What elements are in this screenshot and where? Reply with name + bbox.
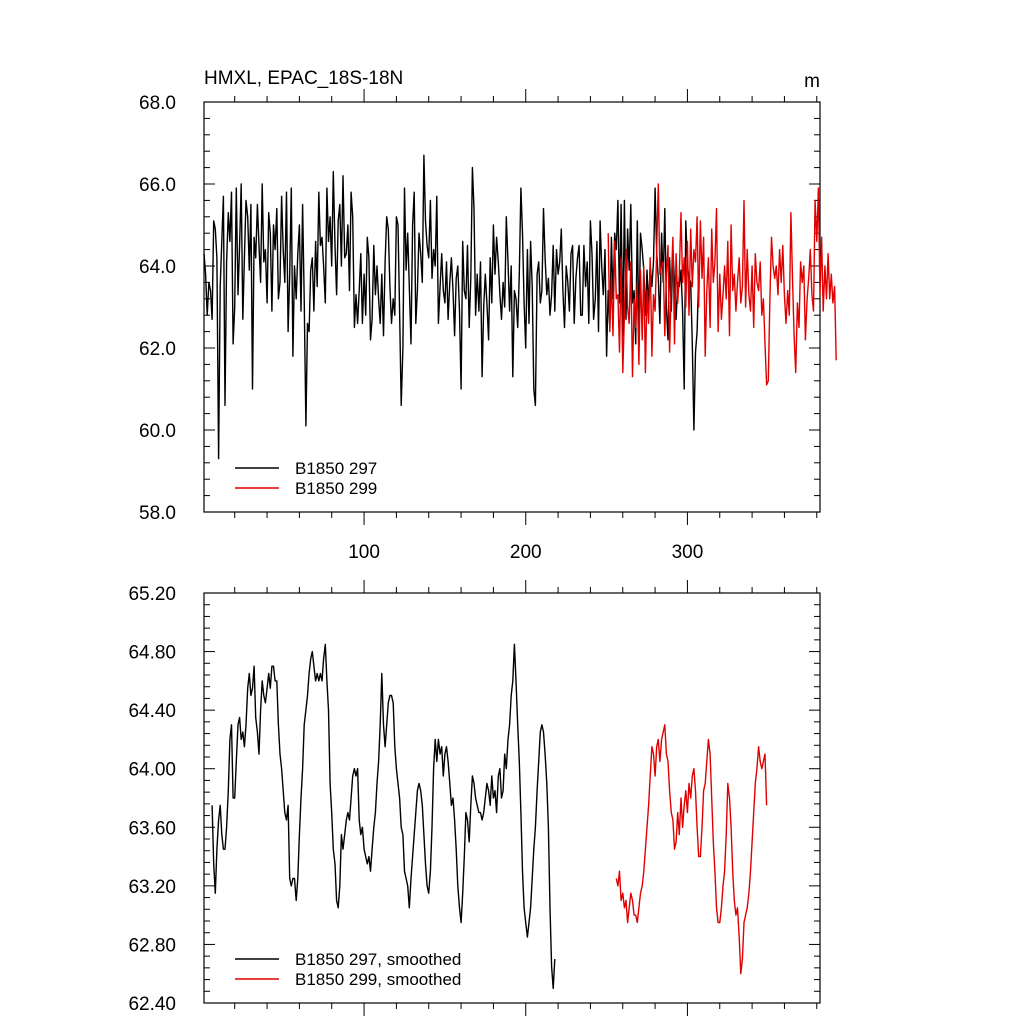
- top-axis-ticks: 58.0 60.0 62.0 64.0 66.0 68.0 100 200 300: [139, 89, 820, 563]
- series-line-b1850-297: [211, 643, 556, 990]
- bottom-chart-panel: 62.40 62.80 63.20 63.60 64.00 64.40 64.80 65.20…: [128, 580, 821, 1016]
- legend-label: B1850 297, smoothed: [295, 950, 461, 969]
- y-tick-label: 58.0: [139, 503, 176, 524]
- x-tick-label: 300: [672, 542, 704, 563]
- legend-label: B1850 297: [295, 459, 377, 478]
- series-line-b1850-297: [203, 154, 700, 460]
- y-tick-label: 62.40: [128, 994, 176, 1015]
- x-tick-label: 200: [510, 542, 542, 563]
- legend-label: B1850 299, smoothed: [295, 970, 461, 989]
- bottom-axis-ticks: 62.40 62.80 63.20 63.60 64.00 64.40 64.80 65.20: [128, 580, 820, 1016]
- y-tick-label: 65.20: [128, 584, 176, 605]
- y-tick-label: 64.0: [139, 257, 176, 278]
- y-tick-label: 68.0: [139, 93, 176, 114]
- top-plot-frame: [203, 101, 821, 513]
- top-series-lines: [203, 154, 837, 460]
- y-tick-label: 63.60: [128, 818, 176, 839]
- y-tick-label: 62.80: [128, 935, 176, 956]
- x-tick-label: 100: [348, 542, 380, 563]
- y-tick-label: 62.0: [139, 339, 176, 360]
- y-tick-label: 64.00: [128, 760, 176, 781]
- bot-plot-border: [203, 592, 821, 1004]
- bottom-plot-frame: [203, 592, 821, 1004]
- legend-label: B1850 299: [295, 479, 377, 498]
- y-tick-label: 60.0: [139, 421, 176, 442]
- y-tick-label: 64.40: [128, 701, 176, 722]
- top-chart-panel: HMXL, EPAC_18S-18N m 58.0 60.0 62.0 64.0 66.…: [139, 68, 837, 563]
- chart-title: HMXL, EPAC_18S-18N: [204, 68, 403, 89]
- y-tick-label: 66.0: [139, 175, 176, 196]
- units-label: m: [804, 71, 820, 92]
- series-line-b1850-299: [615, 724, 768, 975]
- series-line-b1850-299: [607, 183, 837, 386]
- y-tick-label: 64.80: [128, 643, 176, 664]
- top-plot-border: [203, 101, 821, 513]
- bottom-series-lines: [211, 643, 768, 990]
- y-tick-label: 63.20: [128, 877, 176, 898]
